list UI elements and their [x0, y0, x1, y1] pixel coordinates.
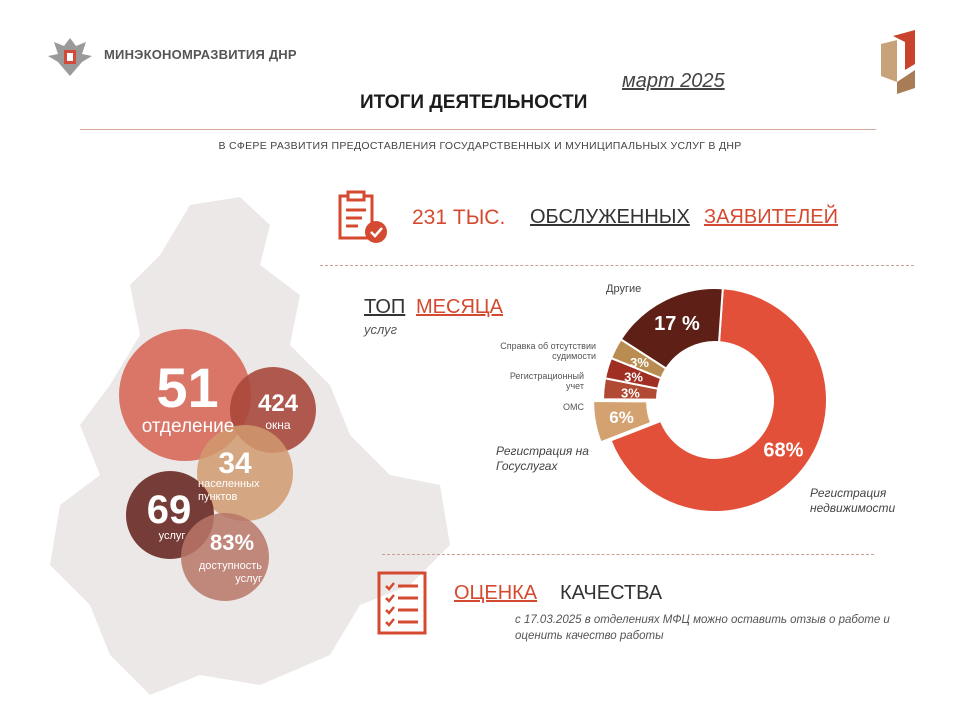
donut-slice — [609, 287, 828, 513]
quality-text: с 17.03.2025 в отделениях МФЦ можно оста… — [515, 614, 890, 642]
label-other: Другие — [606, 283, 642, 295]
services-donut-chart: 68%6%3%3%3%17 % — [592, 287, 828, 513]
served-word1: ОБСЛУЖЕННЫХ — [530, 206, 690, 228]
dashed-divider-1 — [320, 265, 914, 266]
page-subtitle: В СФЕРЕ РАЗВИТИЯ ПРЕДОСТАВЛЕНИЯ ГОСУДАРС… — [218, 140, 742, 152]
served-word2: ЗАЯВИТЕЛЕЙ — [704, 206, 838, 228]
bubble-availability — [181, 513, 269, 601]
bubble-windows-label: окна — [265, 418, 291, 432]
donut-slice-label: 6% — [609, 408, 634, 427]
label-realty: Регистрация недвижимости — [810, 486, 896, 515]
donut-slice-label: 3% — [630, 355, 649, 370]
top-title-2: МЕСЯЦА — [416, 296, 504, 318]
served-count: 231 ТЫС. — [412, 206, 506, 229]
label-registration-account: Регистрационный учет — [509, 371, 584, 391]
donut-slice-label: 3% — [621, 385, 640, 400]
bubble-availability-value: 83% — [209, 530, 255, 555]
quality-title-2: КАЧЕСТВА — [560, 582, 663, 604]
dashed-divider-2 — [382, 554, 874, 555]
label-oms: ОМС — [563, 402, 584, 412]
mfc-logo-icon — [881, 30, 915, 94]
dnr-emblem-icon — [48, 38, 92, 76]
donut-slice-label: 68% — [763, 439, 803, 461]
bubbles-group — [119, 329, 316, 601]
bubble-localities-label: населенных пунктов — [198, 478, 260, 503]
top-subtitle: услуг — [364, 322, 398, 337]
donut-slice-label: 17 % — [654, 313, 700, 335]
bubble-localities — [197, 425, 293, 521]
donut-slice-label: 3% — [624, 370, 643, 385]
checklist-icon — [377, 571, 427, 635]
label-gosuslugi: Регистрация на Госуслугах — [496, 444, 589, 473]
divider-top — [80, 129, 876, 130]
quality-title-1: ОЦЕНКА — [454, 582, 538, 604]
bubble-departments-label: отделение — [141, 416, 235, 437]
bubble-departments-value: 51 — [156, 356, 219, 419]
page-title: ИТОГИ ДЕЯТЕЛЬНОСТИ — [360, 92, 588, 113]
bubble-windows-value: 424 — [257, 390, 299, 417]
label-criminal-record: Справка об отсутствии судимости — [500, 341, 596, 361]
report-month: март 2025 — [622, 70, 725, 92]
bubble-services-label: услуг — [158, 530, 186, 542]
top-title-1: ТОП — [364, 296, 406, 318]
document-check-icon — [338, 190, 387, 243]
bubble-availability-label: доступность услуг — [198, 560, 262, 585]
ministry-name: МИНЭКОНОМРАЗВИТИЯ ДНР — [104, 47, 297, 62]
donut-slice — [592, 400, 653, 444]
donut-slice — [619, 287, 724, 370]
bubble-localities-value: 34 — [218, 447, 252, 480]
bubble-departments — [119, 329, 251, 461]
bubble-services-value: 69 — [146, 488, 192, 532]
